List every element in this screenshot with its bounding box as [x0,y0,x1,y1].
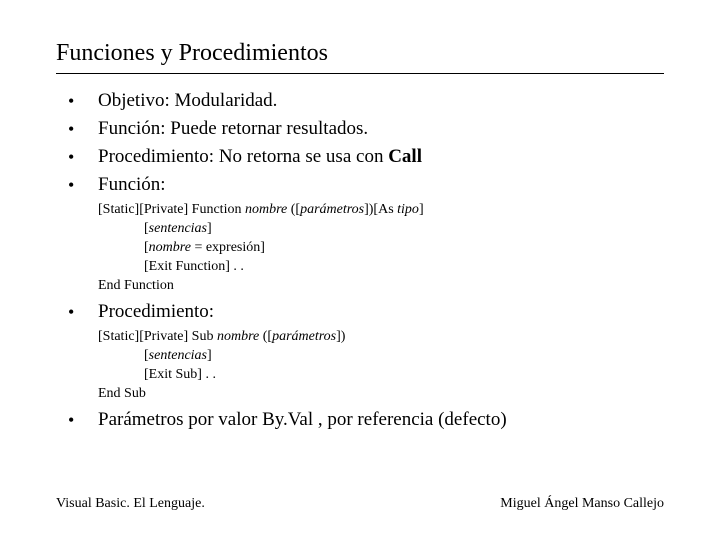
bullet-item: • Función: Puede retornar resultados. [56,116,664,142]
bullet-text-objetivo: Objetivo: Modularidad. [98,88,277,114]
bullet-marker: • [56,144,98,170]
bullet-marker: • [56,88,98,114]
bullet-item: • Procedimiento: [56,299,664,325]
code-line: [Static][Private] Function nombre ([pará… [98,200,664,219]
code-line: [Static][Private] Sub nombre ([parámetro… [98,327,664,346]
footer-right: Miguel Ángel Manso Callejo [500,496,664,512]
code-line: [nombre = expresión] [98,238,664,257]
bullet-item: • Función: [56,172,664,198]
code-line: [sentencias] [98,346,664,365]
bullet-marker: • [56,407,98,433]
procedure-syntax-block: [Static][Private] Sub nombre ([parámetro… [98,327,664,403]
code-line: End Sub [98,384,664,403]
footer-left: Visual Basic. El Lenguaje. [56,496,205,512]
bullet-marker: • [56,299,98,325]
code-line: End Function [98,276,664,295]
bullet-item: • Objetivo: Modularidad. [56,88,664,114]
code-line: [Exit Function] . . [98,257,664,276]
bullet-text-procedimiento-desc: Procedimiento: No retorna se usa con Cal… [98,144,422,170]
title-divider [56,73,664,74]
code-line: [sentencias] [98,219,664,238]
bullet-text-funcion-desc: Función: Puede retornar resultados. [98,116,368,142]
bullet-text-parametros: Parámetros por valor By.Val , por refere… [98,407,507,433]
bullet-marker: • [56,172,98,198]
code-line: [Exit Sub] . . [98,365,664,384]
bullet-item: • Procedimiento: No retorna se usa con C… [56,144,664,170]
function-syntax-block: [Static][Private] Function nombre ([pará… [98,200,664,295]
bullet-item: • Parámetros por valor By.Val , por refe… [56,407,664,433]
bullet-text-procedimiento-header: Procedimiento: [98,299,214,325]
bullet-marker: • [56,116,98,142]
slide-title: Funciones y Procedimientos [56,40,664,67]
footer: Visual Basic. El Lenguaje. Miguel Ángel … [56,496,664,512]
bullet-text-funcion-header: Función: [98,172,166,198]
